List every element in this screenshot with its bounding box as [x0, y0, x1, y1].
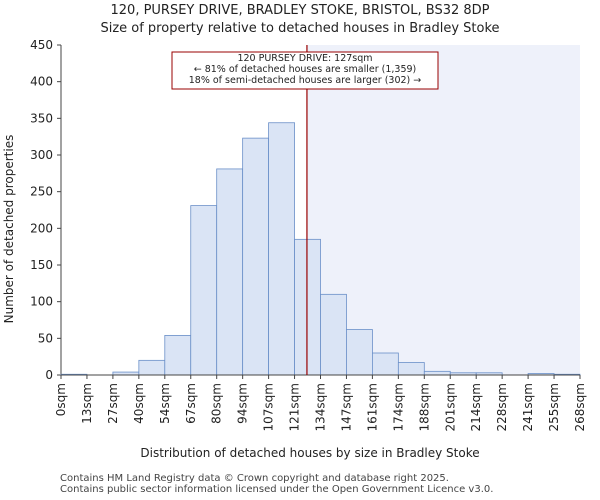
y-tick-label: 400	[30, 75, 53, 89]
y-tick-label: 0	[45, 368, 53, 382]
y-tick-label: 200	[30, 221, 53, 235]
x-tick-label: 27sqm	[106, 383, 120, 424]
y-tick-label: 250	[30, 185, 53, 199]
bar	[346, 329, 373, 376]
footer-line-1: Contains HM Land Registry data © Crown c…	[60, 473, 449, 484]
x-tick-label: 228sqm	[495, 383, 509, 431]
annotation-line-2: ← 81% of detached houses are smaller (1,…	[194, 64, 417, 75]
x-tick-label: 134sqm	[314, 383, 328, 431]
y-tick-label: 150	[30, 258, 53, 272]
annotation-line-3: 18% of semi-detached houses are larger (…	[189, 75, 422, 86]
bar	[138, 359, 166, 376]
bar	[242, 137, 269, 376]
bar	[423, 370, 451, 376]
y-tick-label: 100	[30, 295, 53, 309]
annotation-box	[171, 51, 439, 90]
x-tick-label: 147sqm	[339, 383, 353, 431]
histogram-chart: 120, PURSEY DRIVE, BRADLEY STOKE, BRISTO…	[2, 3, 587, 460]
bar	[216, 168, 244, 376]
bar	[190, 205, 218, 376]
bar	[268, 122, 295, 376]
x-tick-label: 214sqm	[469, 383, 483, 431]
x-tick-label: 0sqm	[54, 383, 68, 416]
x-tick-label: 13sqm	[80, 383, 94, 424]
footer-line-2: Contains public sector information licen…	[60, 484, 494, 495]
y-axis: 0 50 100 150 200 250 300 350 400 450	[30, 38, 62, 382]
x-tick-label: 241sqm	[521, 383, 535, 431]
x-tick-label: 201sqm	[443, 383, 457, 431]
y-tick-label: 350	[30, 111, 53, 125]
bar	[371, 352, 399, 376]
chart-title: 120, PURSEY DRIVE, BRADLEY STOKE, BRISTO…	[111, 3, 490, 18]
x-tick-label: 174sqm	[391, 383, 405, 431]
x-tick-label: 255sqm	[547, 383, 561, 431]
bar	[320, 293, 347, 376]
x-axis: 0sqm 13sqm 27sqm 40sqm 54sqm 67sqm 80sqm 94sqm 1…	[54, 374, 587, 431]
y-tick-label: 50	[38, 331, 53, 345]
y-tick-label: 300	[30, 148, 53, 162]
x-tick-label: 121sqm	[288, 383, 302, 431]
y-axis-label: Number of detached properties	[2, 135, 16, 324]
x-tick-label: 67sqm	[184, 383, 198, 424]
x-axis-label: Distribution of detached houses by size …	[140, 446, 479, 460]
bar	[164, 334, 192, 376]
x-tick-label: 54sqm	[158, 383, 172, 424]
x-tick-label: 40sqm	[132, 383, 146, 424]
x-tick-label: 268sqm	[573, 383, 587, 431]
x-tick-label: 80sqm	[210, 383, 224, 424]
x-tick-label: 188sqm	[417, 383, 431, 431]
x-tick-label: 94sqm	[236, 383, 250, 424]
annotation-line-1: 120 PURSEY DRIVE: 127sqm	[237, 53, 372, 64]
x-tick-label: 161sqm	[365, 383, 379, 431]
x-tick-label: 107sqm	[262, 383, 276, 431]
y-tick-label: 450	[30, 38, 53, 52]
larger-region-highlight	[306, 45, 580, 375]
chart-subtitle: Size of property relative to detached ho…	[100, 21, 499, 36]
bar	[397, 362, 425, 376]
